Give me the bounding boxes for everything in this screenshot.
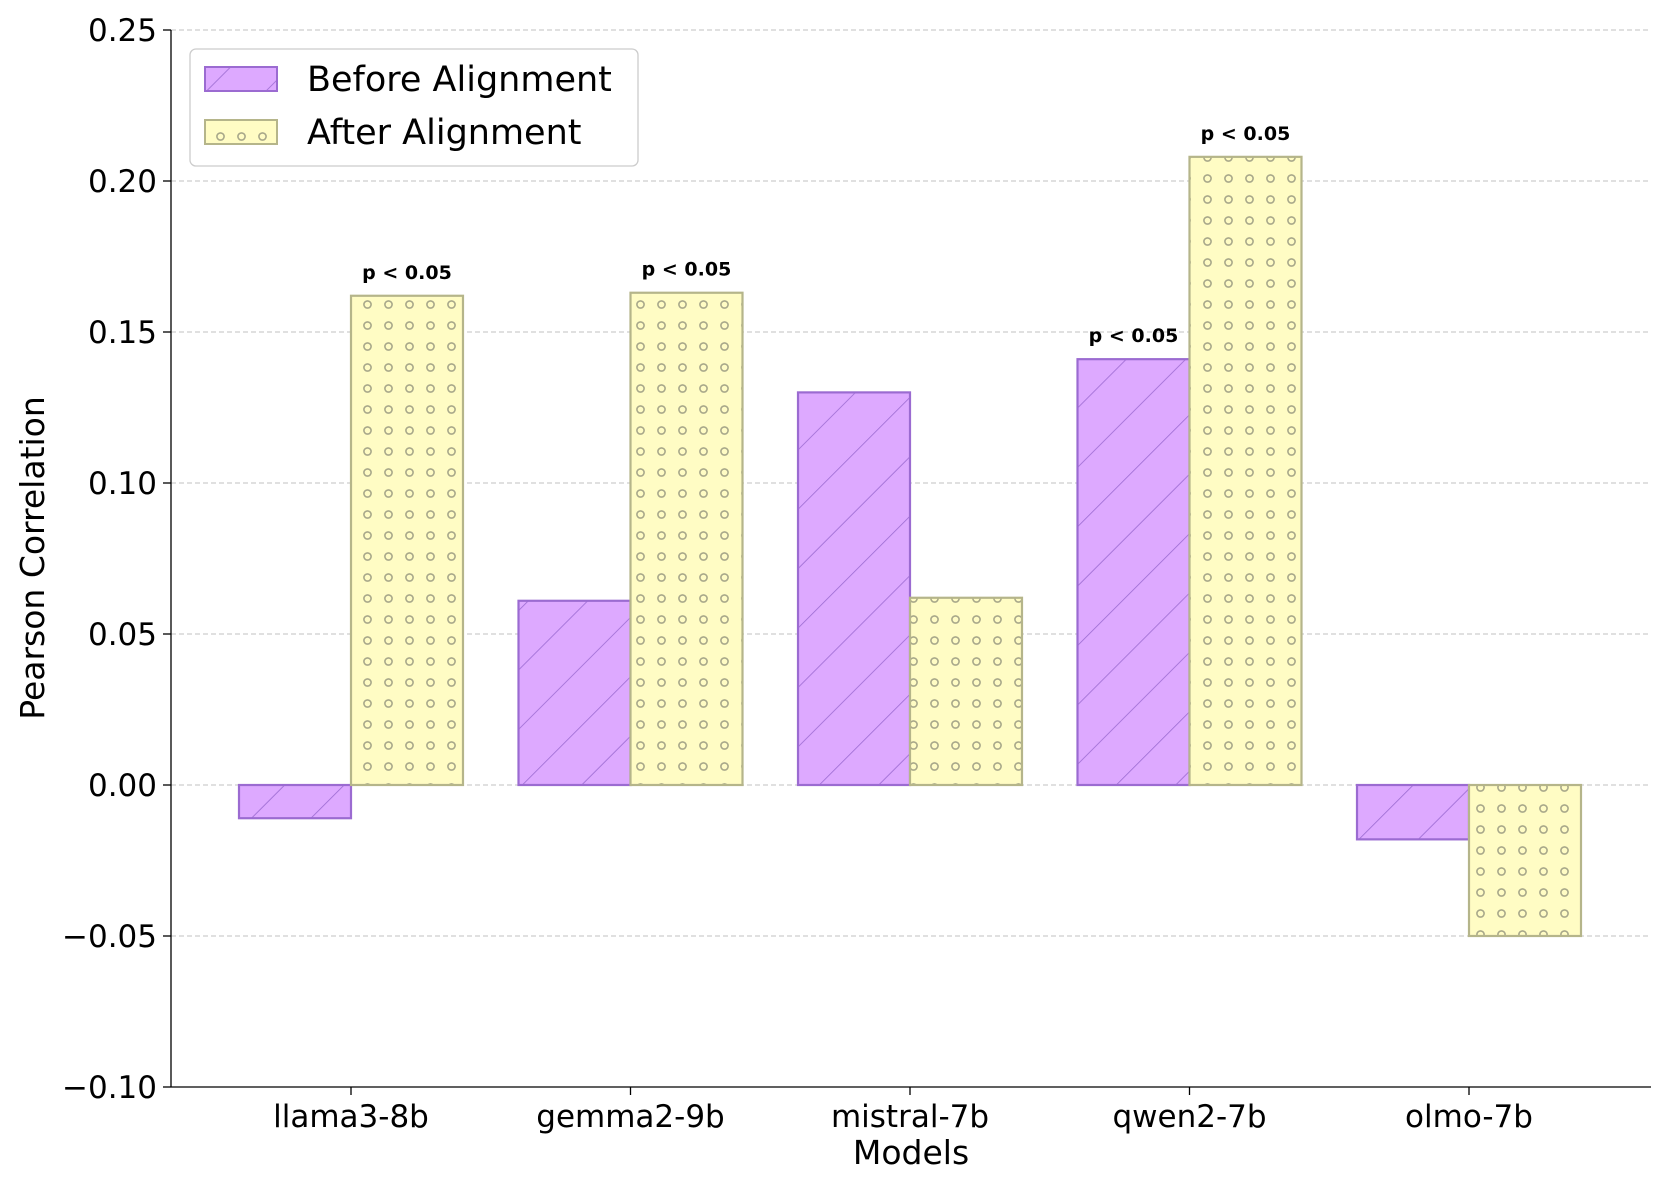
legend-swatch-before-hatch bbox=[204, 66, 278, 92]
legend: Before Alignment After Alignment bbox=[189, 48, 639, 167]
bar-before-llama3-8b-pattern bbox=[237, 783, 353, 820]
y-tick-label: 0.10 bbox=[88, 466, 157, 502]
annotations: p < 0.05 p < 0.05 p < 0.05 p < 0.05 bbox=[362, 123, 1290, 347]
significance-label: p < 0.05 bbox=[362, 262, 452, 284]
bar-after-mistral-7b-pattern bbox=[908, 596, 1024, 787]
legend-label-before: Before Alignment bbox=[307, 60, 612, 100]
legend-frame bbox=[189, 48, 639, 167]
bar-after-llama3-8b-pattern bbox=[349, 294, 465, 787]
legend-label-after: After Alignment bbox=[307, 113, 582, 153]
significance-label: p < 0.05 bbox=[1089, 325, 1179, 347]
bar-before-mistral-7b-pattern bbox=[796, 391, 912, 787]
bar-before-gemma2-9b-pattern bbox=[517, 599, 632, 787]
ticks: −0.10 −0.05 0.00 0.05 0.10 0.15 0.20 0.25 llama3… bbox=[62, 13, 1533, 1135]
y-tick-label: −0.05 bbox=[62, 919, 157, 955]
y-tick-label: 0.00 bbox=[88, 768, 157, 804]
bar-after-gemma2-9b-pattern bbox=[629, 291, 744, 787]
x-tick-label: llama3-8b bbox=[273, 1099, 429, 1135]
significance-label: p < 0.05 bbox=[1201, 123, 1291, 145]
x-tick-label: mistral-7b bbox=[831, 1099, 989, 1135]
y-axis-title: Pearson Correlation bbox=[13, 396, 52, 720]
significance-label: p < 0.05 bbox=[642, 259, 732, 281]
y-tick-label: −0.10 bbox=[62, 1070, 157, 1106]
bar-after-olmo-7b-pattern bbox=[1467, 783, 1583, 938]
bar-after-qwen2-7b-pattern bbox=[1188, 155, 1303, 787]
x-tick-label: qwen2-7b bbox=[1112, 1099, 1266, 1135]
y-tick-label: 0.05 bbox=[88, 617, 157, 653]
x-tick-label: gemma2-9b bbox=[536, 1099, 724, 1135]
bar-before-olmo-7b-pattern bbox=[1355, 783, 1471, 841]
y-tick-label: 0.25 bbox=[88, 13, 157, 49]
x-tick-label: olmo-7b bbox=[1405, 1099, 1533, 1135]
bars bbox=[237, 155, 1583, 938]
y-tick-label: 0.15 bbox=[88, 315, 157, 351]
x-axis-title: Models bbox=[853, 1133, 969, 1172]
y-tick-label: 0.20 bbox=[88, 164, 157, 200]
axes bbox=[170, 30, 1651, 1088]
legend-swatch-after-dots bbox=[204, 119, 278, 145]
bar-before-qwen2-7b-pattern bbox=[1076, 358, 1191, 787]
